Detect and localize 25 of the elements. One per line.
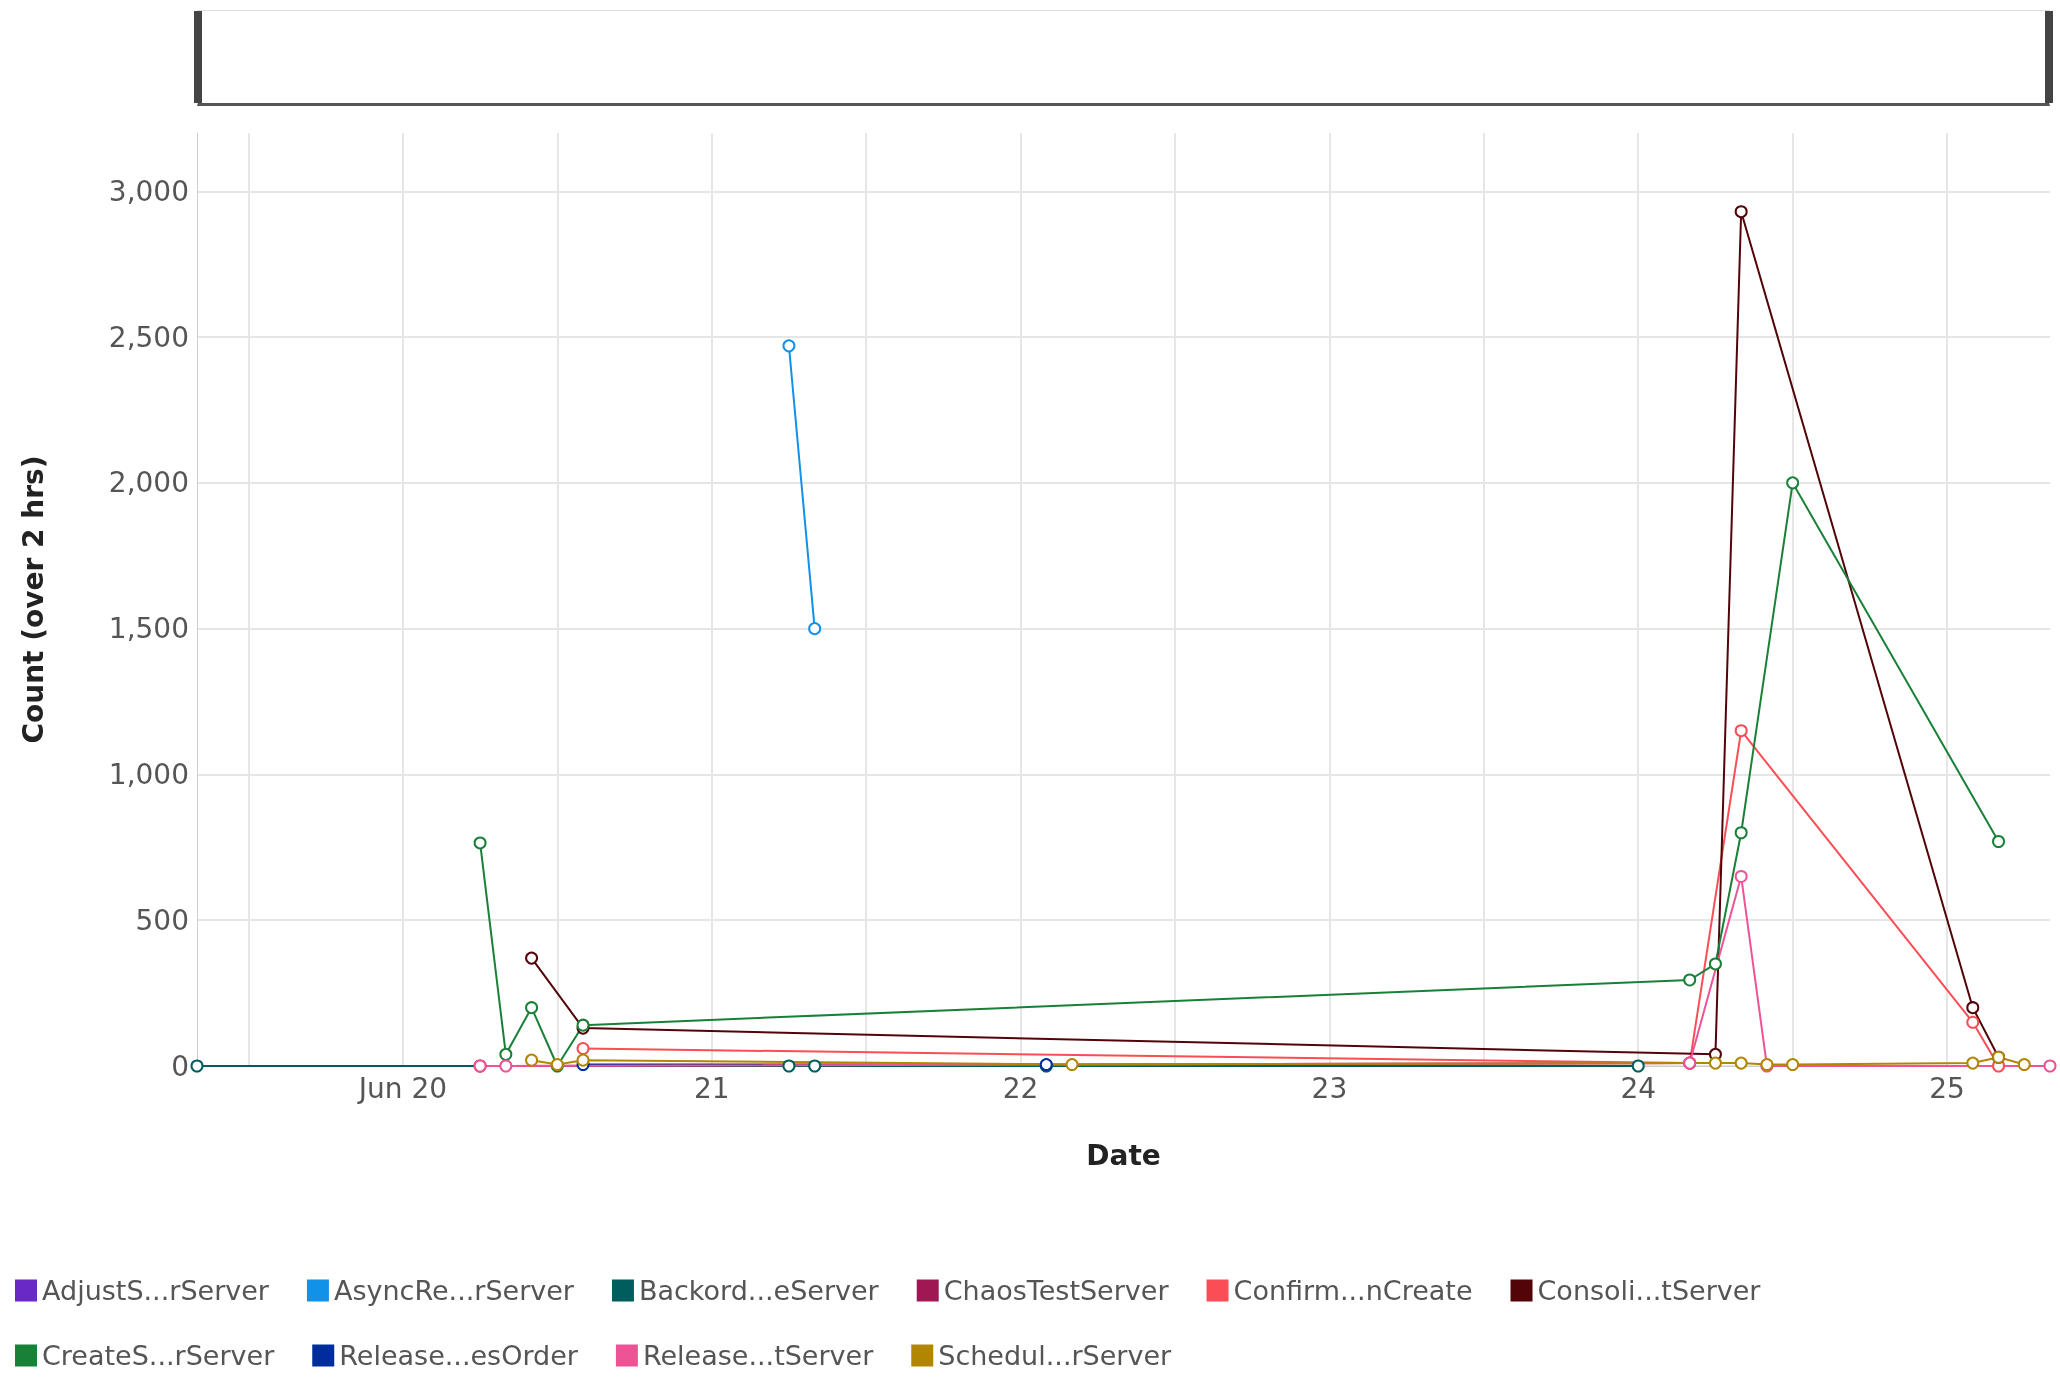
- legend-label: Release...tServer: [642, 1340, 875, 1371]
- legend-label: Consoli...tServer: [1537, 1275, 1762, 1306]
- legend-label: AsyncRe...rServer: [333, 1275, 575, 1306]
- legend-label: AdjustS...rServer: [42, 1275, 270, 1306]
- x-tick-label: 22: [1002, 1071, 1039, 1105]
- y-axis-title: Count (over 2 hrs): [16, 455, 50, 744]
- x-tick-label: 23: [1311, 1071, 1348, 1105]
- y-tick-label: 1,500: [108, 612, 189, 646]
- y-tick-label: 2,500: [108, 320, 189, 354]
- x-tick-label: 21: [693, 1071, 730, 1105]
- legend-label: Release...esOrder: [339, 1340, 579, 1371]
- legend-label: CreateS...rServer: [42, 1340, 276, 1371]
- y-tick-label: 3,000: [108, 174, 189, 208]
- legend-label: ChaosTestServer: [943, 1275, 1170, 1306]
- y-tick-label: 1,000: [108, 757, 189, 791]
- legend-label: Confirm...nCreate: [1233, 1275, 1473, 1306]
- x-tick-label: 25: [1929, 1071, 1965, 1105]
- legend-label: Schedul...rServer: [938, 1340, 1173, 1371]
- x-tick-label: Jun 20: [356, 1071, 448, 1105]
- y-tick-label: 2,000: [108, 466, 189, 500]
- y-tick-label: 0: [171, 1049, 189, 1083]
- x-axis-title: Date: [1086, 1138, 1161, 1172]
- x-tick-label: 24: [1620, 1071, 1657, 1105]
- legend-label: Backord...eServer: [638, 1275, 880, 1306]
- y-tick-label: 500: [135, 903, 189, 937]
